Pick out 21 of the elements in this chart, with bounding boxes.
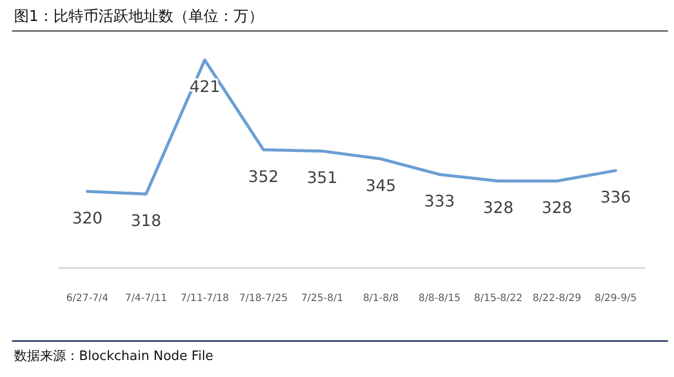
x-tick-label: 7/4-7/11: [124, 293, 168, 304]
source-note: 数据来源：Blockchain Node File: [14, 349, 214, 364]
chart-title: 图1：比特币活跃地址数（单位：万）: [14, 7, 264, 25]
data-label: 318: [130, 211, 162, 230]
x-tick-label: 8/29-9/5: [594, 293, 637, 304]
x-tick-label: 8/22-8/29: [532, 293, 582, 304]
data-label: 328: [482, 198, 514, 217]
x-tick-label: 7/11-7/18: [180, 293, 230, 304]
x-tick-label: 7/25-8/1: [301, 293, 344, 304]
data-label: 328: [542, 198, 572, 217]
x-tick-label: 7/18-7/25: [239, 293, 288, 304]
data-label: 352: [248, 166, 279, 186]
x-tick-label: 8/1-8/8: [362, 293, 399, 304]
data-label: 333: [424, 191, 455, 210]
data-label: 320: [72, 208, 103, 228]
data-label: 345: [366, 176, 396, 195]
data-label: 336: [600, 188, 631, 207]
x-tick-label: 6/27-7/4: [66, 293, 108, 304]
x-tick-label: 8/8-8/15: [418, 293, 461, 304]
x-tick-label: 8/15-8/22: [474, 293, 523, 304]
data-label: 351: [306, 168, 338, 188]
